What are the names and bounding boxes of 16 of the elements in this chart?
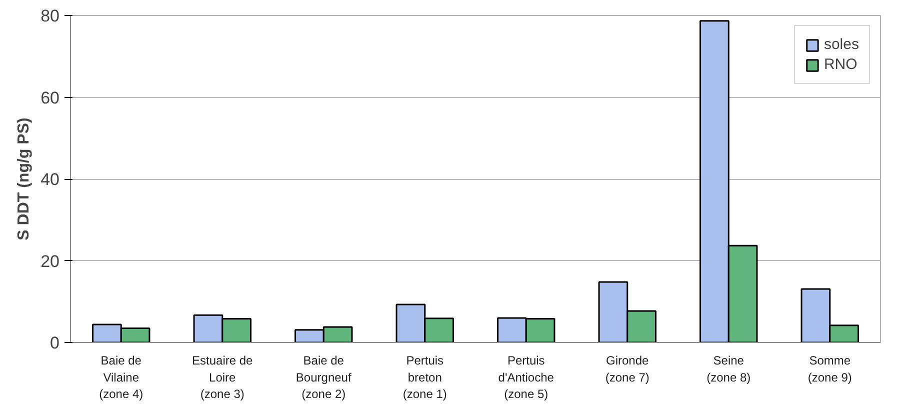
x-tick-label: Estuaire de Loire (zone 3): [192, 354, 254, 402]
x-tick-label: Gironde (zone 7): [605, 354, 650, 384]
legend-label: soles: [824, 36, 859, 53]
x-tick-label: Pertuis breton (zone 1): [402, 354, 447, 402]
x-tick-label: Seine (zone 8): [706, 354, 751, 384]
y-tick-label: 40: [40, 170, 60, 189]
y-tick-label: 0: [50, 334, 60, 352]
x-tick-label: Somme (zone 9): [808, 354, 852, 384]
y-tick-label: 20: [40, 252, 60, 271]
y-axis-title: S DDT (ng/g PS): [16, 118, 33, 240]
x-tick-label: Pertuis d'Antioche (zone 5): [498, 354, 554, 402]
y-tick-label: 60: [40, 88, 60, 108]
x-tick-label: Baie de Bourgneuf (zone 2): [296, 354, 352, 402]
legend-label: RNO: [824, 56, 858, 73]
x-tick-label: Baie de Vilaine (zone 4): [99, 354, 144, 402]
y-tick-label: 80: [40, 6, 60, 26]
